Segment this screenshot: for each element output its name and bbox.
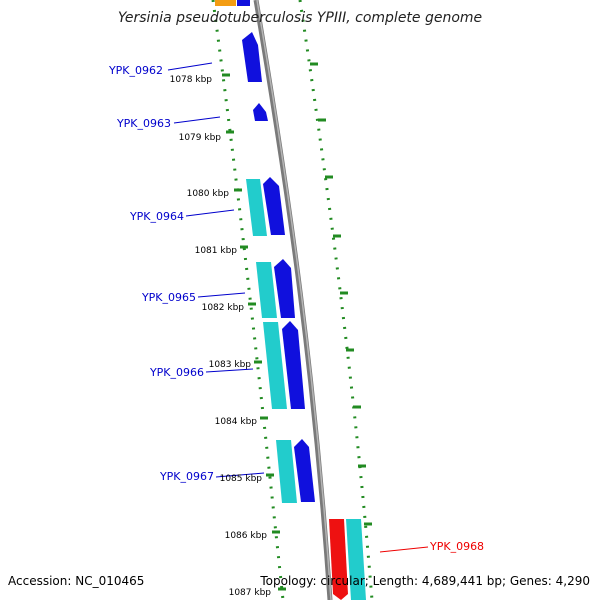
gene-label-ypk0962[interactable]: YPK_0962: [108, 64, 163, 77]
gene-ypk0968-cyan: [346, 519, 366, 600]
inner-major-ticks: [310, 62, 372, 526]
gene-ypk0964-blue: [263, 177, 285, 235]
tick-label-1087: 1087 kbp: [229, 588, 272, 598]
gene-ypk0962: [242, 32, 262, 82]
gene-label-ypk0963[interactable]: YPK_0963: [116, 117, 171, 130]
tick-label-1081: 1081 kbp: [195, 246, 238, 256]
gene-label-ypk0964[interactable]: YPK_0964: [129, 210, 184, 223]
outer-major-ticks: [222, 73, 286, 591]
tick-label-1080: 1080 kbp: [187, 189, 230, 199]
gene-ypk0965-cyan: [256, 262, 277, 318]
inner-dotted-track: [298, 0, 374, 600]
genome-backbone: [253, 0, 333, 600]
gene-ypk0965-blue: [274, 259, 295, 318]
gene-ypk0963: [253, 103, 268, 121]
accession-text: Accession: NC_010465: [8, 574, 145, 588]
gene-ypk0964-cyan: [246, 179, 267, 236]
genome-backbone-highlight: [256, 0, 332, 600]
gene-top-blue: [237, 0, 250, 6]
tick-label-1078: 1078 kbp: [170, 75, 213, 85]
tick-label-1083: 1083 kbp: [209, 360, 252, 370]
gene-ypk0966-cyan: [263, 322, 287, 409]
gene-label-ypk0968[interactable]: YPK_0968: [429, 540, 484, 553]
gene-label-ypk0966[interactable]: YPK_0966: [149, 366, 204, 379]
gene-labels: YPK_0962 YPK_0963 YPK_0964 YPK_0965 YPK_…: [108, 64, 484, 553]
gene-ypk0968-red: [329, 519, 348, 600]
tick-label-1082: 1082 kbp: [202, 303, 245, 313]
label-leaders: [167, 62, 429, 553]
gene-blocks: [215, 0, 366, 600]
tick-label-1079: 1079 kbp: [179, 133, 222, 143]
tick-label-1084: 1084 kbp: [215, 417, 258, 427]
gene-label-ypk0967[interactable]: YPK_0967: [159, 470, 214, 483]
genome-summary-text: Topology: circular; Length: 4,689,441 bp…: [260, 574, 590, 588]
gene-ypk0966-blue: [282, 321, 305, 409]
gene-label-ypk0965[interactable]: YPK_0965: [141, 291, 196, 304]
gene-ypk0967-cyan: [276, 440, 297, 503]
gene-orange-top: [215, 0, 236, 6]
genome-title: Yersinia pseudotuberculosis YPIII, compl…: [117, 10, 483, 26]
gene-ypk0967-blue: [294, 439, 315, 502]
tick-label-1086: 1086 kbp: [225, 531, 268, 541]
tick-label-1085: 1085 kbp: [220, 474, 263, 484]
tick-labels: 1078 kbp 1079 kbp 1080 kbp 1081 kbp 1082…: [170, 75, 272, 598]
